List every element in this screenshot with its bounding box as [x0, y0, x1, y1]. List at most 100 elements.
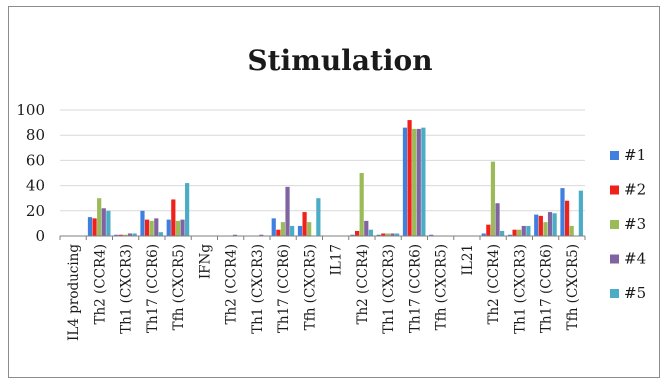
x-tick-label: Th2 (CCR4) — [486, 244, 502, 325]
bar-s4-cat-13 — [416, 128, 421, 236]
bar-s3-cat-4 — [175, 220, 181, 236]
bar-s2-cat-13 — [407, 120, 412, 236]
x-tick-label: Tfh (CXCR5) — [171, 244, 187, 330]
bar-s5-cat-12 — [395, 233, 400, 236]
bar-s1-cat-4 — [166, 219, 171, 236]
bar-s3-cat-11 — [359, 173, 364, 236]
y-tick-label: 0 — [35, 227, 45, 245]
bar-s5-cat-13 — [421, 127, 426, 236]
legend-label: #4 — [624, 250, 646, 268]
chart-title: Stimulation — [247, 44, 432, 77]
x-tick-label: IFNg — [197, 244, 213, 280]
bar-s1-cat-18 — [534, 214, 539, 236]
bar-s3-cat-2 — [123, 234, 128, 236]
bar-s4-cat-18 — [547, 212, 553, 236]
legend-swatch — [610, 220, 619, 229]
legend-label: #1 — [624, 146, 646, 164]
bar-s4-cat-1 — [101, 208, 106, 236]
x-tick-label: Th1 (CXCR3) — [381, 244, 397, 334]
bar-s5-cat-11 — [368, 229, 373, 236]
bar-s1-cat-2 — [114, 234, 119, 236]
bar-s5-cat-1 — [106, 210, 111, 236]
y-tick-label: 40 — [26, 177, 45, 195]
legend: #1 #2 #3 #4 #5 — [610, 146, 646, 302]
bar-s5-cat-9 — [316, 198, 321, 236]
bar-s3-cat-3 — [149, 220, 154, 236]
bar-s3-cat-9 — [307, 222, 312, 236]
bar-s1-cat-8 — [271, 218, 276, 236]
x-tick-label: IL17 — [329, 244, 345, 275]
bar-s3-cat-17 — [517, 229, 522, 236]
legend-swatch — [610, 289, 619, 298]
bar-s3-cat-1 — [97, 198, 102, 236]
x-tick-label: Th1 (CXCR3) — [512, 244, 528, 334]
x-tick-label: Tfh (CXCR5) — [302, 244, 318, 330]
bar-s5-cat-2 — [132, 233, 137, 236]
chart-frame — [8, 6, 660, 378]
y-axis-ticks: 0 20 40 60 80 100 — [16, 101, 45, 245]
bar-s3-cat-19 — [569, 225, 574, 236]
bars — [87, 120, 583, 236]
bar-s5-cat-19 — [578, 190, 583, 236]
y-tick-label: 100 — [16, 101, 45, 119]
bar-s2-cat-18 — [538, 215, 543, 236]
y-tick-label: 60 — [26, 151, 45, 169]
bar-s2-cat-11 — [354, 230, 360, 236]
bar-s3-cat-12 — [385, 233, 391, 236]
bar-s5-cat-3 — [158, 232, 163, 236]
bar-s4-cat-8 — [285, 186, 290, 236]
bar-s5-cat-18 — [552, 213, 557, 236]
bar-s1-cat-12 — [376, 234, 381, 236]
x-tick-label: Th2 (CCR4) — [224, 244, 240, 325]
bar-s2-cat-1 — [92, 218, 97, 236]
legend-swatch — [610, 254, 619, 264]
legend-label: #2 — [624, 181, 646, 199]
bar-s5-cat-4 — [185, 183, 190, 236]
bar-s5-cat-17 — [526, 225, 531, 236]
bar-s4-cat-12 — [390, 233, 395, 236]
bar-s2-cat-19 — [564, 200, 570, 236]
bar-s1-cat-16 — [481, 233, 486, 236]
bar-s3-cat-13 — [412, 128, 417, 236]
bar-s4-cat-17 — [521, 225, 526, 236]
bar-s1-cat-3 — [140, 210, 145, 236]
bar-s1-cat-14 — [429, 234, 434, 236]
x-axis — [59, 235, 586, 240]
bar-s2-cat-16 — [486, 224, 491, 236]
x-tick-label: Tfh (CXCR5) — [434, 244, 450, 330]
bar-s4-cat-7 — [259, 234, 264, 236]
x-tick-label: Th2 (CCR4) — [355, 244, 371, 325]
legend-swatch — [610, 151, 619, 160]
bar-s1-cat-13 — [402, 127, 408, 236]
x-tick-label: Tfh (CXCR5) — [565, 244, 581, 330]
bar-s1-cat-9 — [297, 225, 303, 236]
bar-s5-cat-8 — [290, 225, 295, 236]
x-tick-label: IL4 producing — [66, 244, 82, 341]
bar-s1-cat-1 — [87, 217, 93, 236]
bar-s2-cat-17 — [512, 229, 517, 236]
bar-s2-cat-12 — [381, 233, 386, 236]
legend-label: #5 — [624, 284, 646, 302]
bar-s3-cat-16 — [490, 161, 496, 236]
bar-s4-cat-11 — [364, 220, 369, 236]
bar-s5-cat-16 — [500, 230, 505, 236]
bar-s2-cat-8 — [276, 229, 281, 236]
bar-s2-cat-4 — [171, 199, 176, 236]
bar-s4-cat-3 — [154, 218, 159, 236]
bar-s2-cat-9 — [302, 212, 307, 236]
bar-s1-cat-19 — [560, 188, 565, 236]
x-tick-label: Th1 (CXCR3) — [250, 244, 266, 334]
legend-label: #3 — [624, 215, 646, 233]
bar-s4-cat-4 — [180, 219, 185, 236]
x-tick-label: Th2 (CCR4) — [92, 244, 108, 325]
x-tick-label: Th17 (CCR6) — [145, 244, 161, 333]
bar-s3-cat-18 — [543, 222, 548, 236]
y-tick-label: 80 — [26, 126, 45, 144]
gridlines — [60, 109, 585, 212]
x-tick-label: IL21 — [460, 244, 476, 275]
y-tick-label: 20 — [26, 202, 45, 220]
bar-s4-cat-6 — [232, 234, 238, 236]
bar-s2-cat-2 — [118, 234, 123, 236]
bar-s3-cat-8 — [280, 222, 286, 236]
